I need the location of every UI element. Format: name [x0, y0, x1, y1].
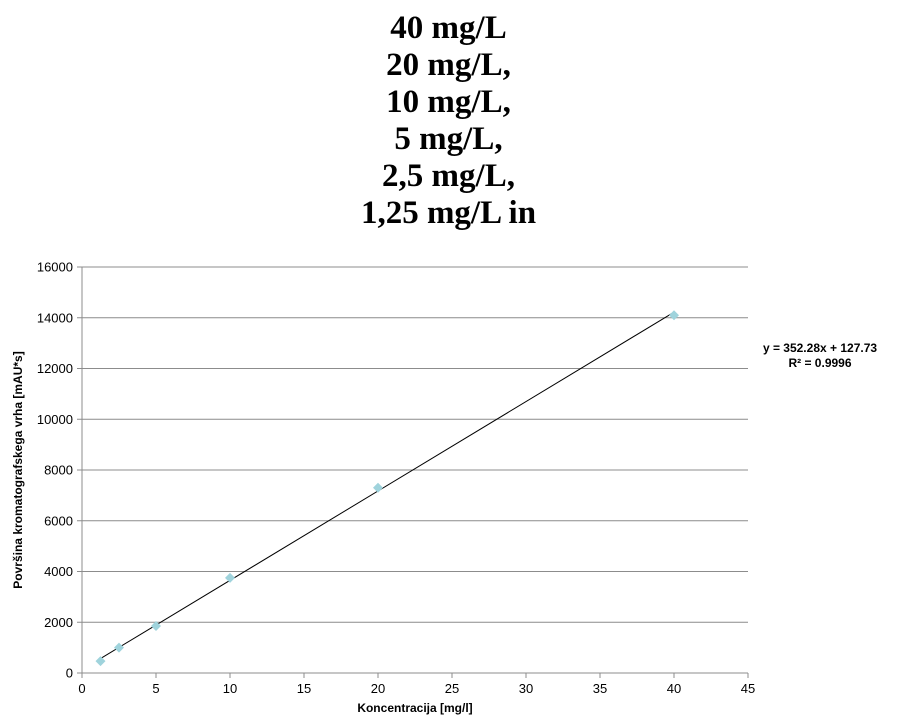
y-tick-label: 10000 [37, 412, 73, 427]
x-tick-label: 30 [519, 681, 533, 696]
heading-line: 1,25 mg/L in [360, 195, 537, 231]
data-points-layer [95, 310, 679, 667]
heading-line: 40 mg/L [390, 10, 507, 46]
r-squared-label: R² = 0.9996 [788, 356, 851, 370]
y-tick-label: 2000 [44, 615, 73, 630]
x-axis-title: Koncentracija [mg/l] [357, 701, 472, 715]
y-tick-label: 8000 [44, 463, 73, 478]
x-tick-label: 20 [371, 681, 385, 696]
x-tick-label: 45 [741, 681, 755, 696]
y-tick-label: 4000 [44, 564, 73, 579]
x-tick-label: 10 [223, 681, 237, 696]
y-axis-title: Površina kromatografskega vrha [mAU*s] [11, 351, 25, 588]
data-point [225, 572, 235, 583]
grid-layer [82, 266, 748, 623]
y-tick-label: 14000 [37, 310, 73, 325]
x-tick-label: 5 [152, 681, 159, 696]
y-tick-label: 0 [66, 666, 73, 681]
heading-line: 10 mg/L, [386, 84, 511, 120]
heading-block: 40 mg/L 20 mg/L, 10 mg/L, 5 mg/L, 2,5 mg… [0, 10, 897, 232]
heading-line: 2,5 mg/L, [382, 158, 515, 194]
data-point [114, 642, 124, 653]
y-tick-label: 6000 [44, 513, 73, 528]
labels-layer: 0 2000 4000 6000 8000 10000 12000 14000 16000 0 5 1… [37, 260, 755, 697]
heading-line: 5 mg/L, [394, 121, 503, 157]
data-point [95, 656, 106, 667]
axis-layer [77, 266, 749, 678]
x-tick-label: 40 [667, 681, 681, 696]
x-tick-label: 15 [297, 681, 311, 696]
heading-line: 20 mg/L, [386, 47, 511, 83]
trendline-layer [100, 311, 675, 660]
data-point [151, 621, 161, 632]
trendline-equation: y = 352.28x + 127.73 [763, 341, 877, 355]
y-tick-label: 16000 [37, 260, 73, 275]
data-point [669, 310, 679, 321]
y-tick-label: 12000 [37, 361, 73, 376]
x-tick-label: 35 [593, 681, 607, 696]
trendline [100, 311, 675, 660]
x-tick-label: 25 [445, 681, 459, 696]
x-tick-label: 0 [78, 681, 85, 696]
data-point [373, 482, 383, 493]
